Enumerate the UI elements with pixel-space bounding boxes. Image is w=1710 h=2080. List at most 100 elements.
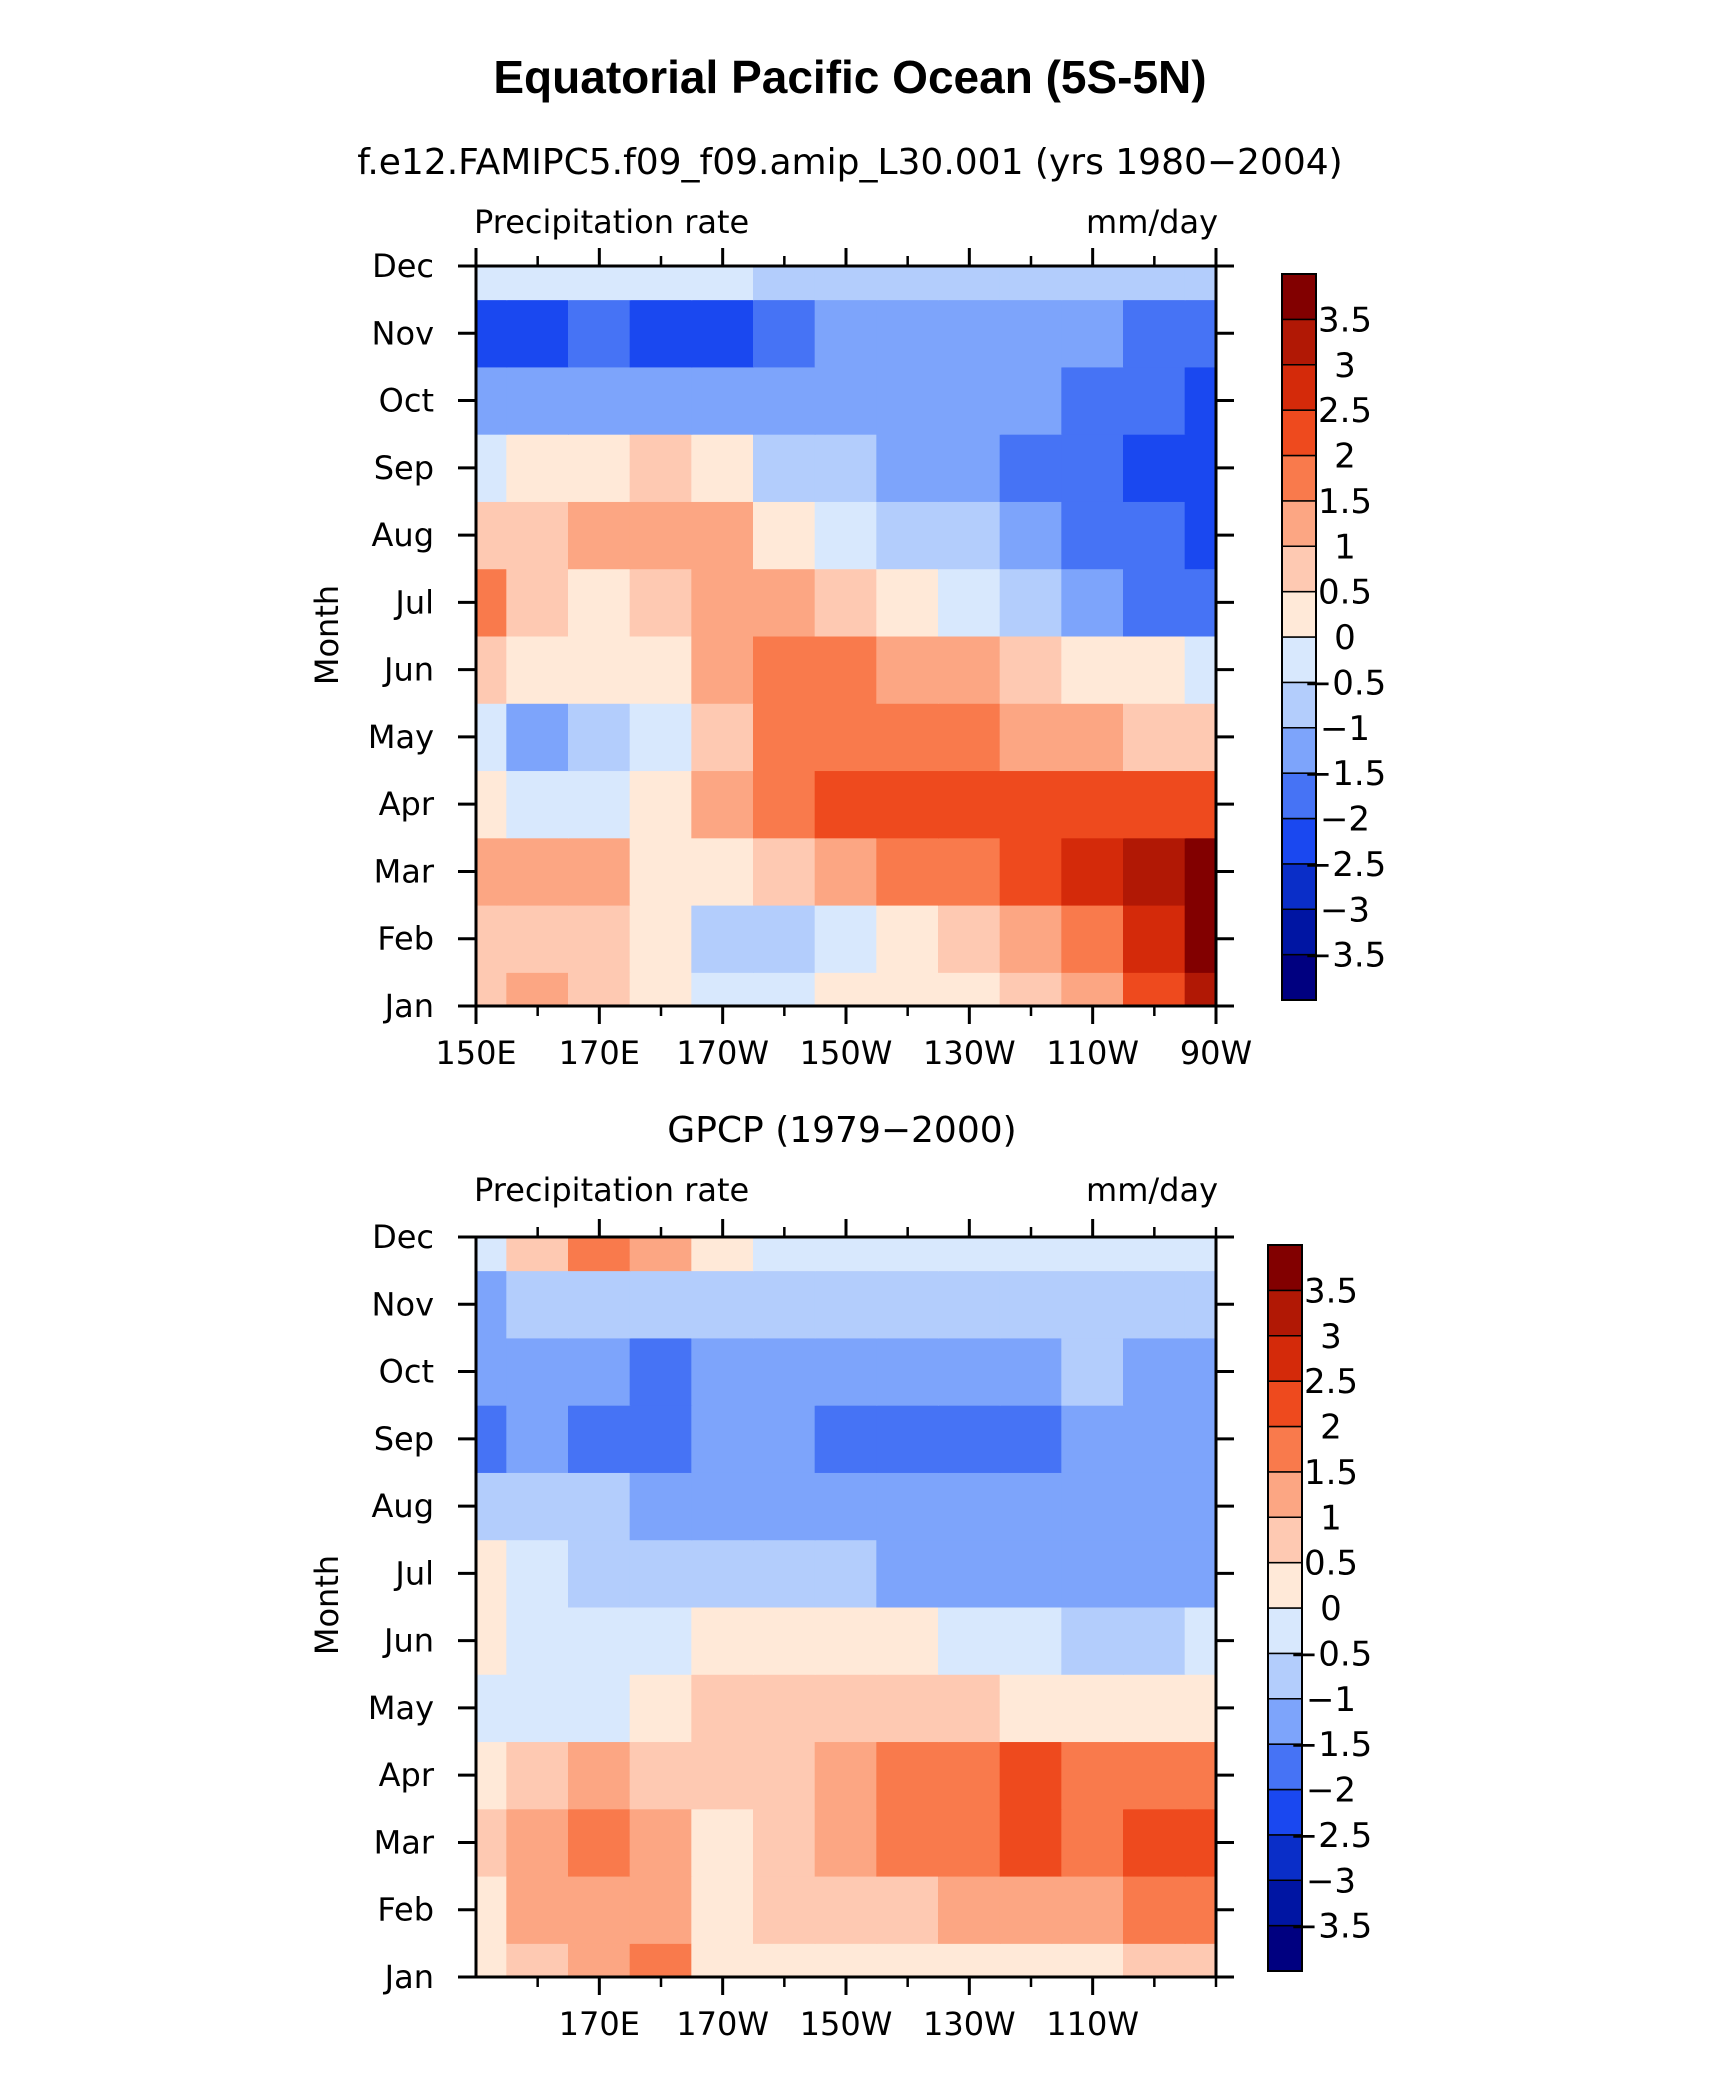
heat-cell-0-0-5 — [753, 971, 816, 1006]
x-tick-label-170w: 170W — [676, 2005, 769, 2043]
x-tick-label-110w: 110W — [1046, 1034, 1139, 1072]
heat-cell-1-1-2 — [568, 1875, 631, 1944]
heat-cell-0-3-3 — [629, 770, 693, 839]
heat-cell-1-11-10 — [1061, 1237, 1124, 1272]
heat-cell-0-1-8 — [938, 904, 1001, 973]
colorbar-label: 2.5 — [1304, 1362, 1358, 1402]
y-tick-label-oct: Oct — [379, 1353, 434, 1391]
heat-cell-1-2-0 — [476, 1808, 508, 1877]
heat-cell-0-5-5 — [753, 635, 816, 704]
heat-cell-0-0-4 — [691, 971, 754, 1006]
heat-cell-0-10-10 — [1061, 299, 1124, 368]
heat-cell-0-11-9 — [999, 266, 1063, 301]
heat-cell-1-9-12 — [1184, 1337, 1216, 1406]
colorbar-swatch-15 — [1267, 1244, 1303, 1292]
heat-cell-0-1-4 — [691, 904, 754, 973]
heat-cell-0-9-2 — [568, 366, 631, 435]
y-tick-label-may: May — [368, 718, 434, 756]
heat-cell-0-9-7 — [876, 366, 939, 435]
heat-cell-0-5-1 — [506, 635, 569, 704]
colorbar-swatch-10 — [1281, 500, 1317, 548]
colorbar-swatch-11 — [1267, 1425, 1303, 1473]
heat-cell-0-7-10 — [1061, 500, 1124, 570]
heat-cell-1-8-12 — [1184, 1404, 1216, 1473]
panel-model-colorbar: 3.5 3 2.5 2 1.5 1 0.5 0 −0.5 −1 −1.5 −2 −2.5 −3 −3.5 — [1281, 273, 1386, 1001]
heat-cell-0-9-8 — [938, 366, 1001, 435]
heat-cell-1-1-12 — [1184, 1875, 1216, 1944]
heat-cell-0-8-11 — [1123, 433, 1186, 502]
heat-cell-0-9-4 — [691, 366, 754, 435]
heat-cell-1-9-5 — [753, 1337, 816, 1406]
heat-cell-1-6-9 — [999, 1539, 1063, 1608]
heat-cell-0-1-7 — [876, 904, 939, 973]
heat-cell-0-5-10 — [1061, 635, 1124, 704]
heat-cell-1-10-8 — [938, 1270, 1001, 1339]
colorbar-swatch-4 — [1267, 1743, 1303, 1791]
heat-cell-0-5-12 — [1184, 635, 1216, 704]
heat-cell-0-3-7 — [876, 770, 939, 839]
heat-cell-1-10-1 — [506, 1270, 569, 1339]
panel-model-subtitle: f.e12.FAMIPC5.f09_f09.amip_L30.001 (yrs … — [357, 142, 1342, 183]
heat-cell-1-9-9 — [999, 1337, 1063, 1406]
heat-cell-0-10-2 — [568, 299, 631, 368]
heat-cell-0-1-10 — [1061, 904, 1124, 973]
heat-cell-0-2-11 — [1123, 837, 1186, 906]
heat-cell-1-10-12 — [1184, 1270, 1216, 1339]
y-tick-label-jul: Jul — [393, 1554, 434, 1592]
panel-model-plot-area: Jan Feb Mar Apr May Jun Jul Aug Sep Oct Nov Dec 150E… — [368, 247, 1252, 1072]
heat-cell-1-11-3 — [629, 1237, 693, 1272]
heat-cell-1-2-10 — [1061, 1808, 1124, 1877]
colorbar-swatch-4 — [1281, 772, 1317, 820]
heat-cell-0-10-11 — [1123, 299, 1186, 368]
heat-cell-1-4-6 — [814, 1673, 878, 1743]
y-tick-label-oct: Oct — [379, 382, 434, 420]
heat-cell-0-11-10 — [1061, 266, 1124, 301]
heat-cell-0-7-4 — [691, 500, 754, 570]
heat-cell-0-10-12 — [1184, 299, 1216, 368]
heat-cell-0-4-10 — [1061, 702, 1124, 772]
heat-cell-1-2-8 — [938, 1808, 1001, 1877]
colorbar-label: 2 — [1320, 1408, 1342, 1448]
heat-cell-0-7-12 — [1184, 500, 1216, 570]
colorbar-label: −1 — [1306, 1680, 1356, 1720]
y-tick-label-jul: Jul — [393, 583, 434, 621]
heat-cell-0-8-1 — [506, 433, 569, 502]
heat-cell-1-10-6 — [814, 1270, 878, 1339]
heat-cell-0-4-12 — [1184, 702, 1216, 772]
heat-cell-0-0-10 — [1061, 971, 1124, 1006]
heat-cell-0-6-0 — [476, 568, 508, 637]
heat-cell-0-9-5 — [753, 366, 816, 435]
colorbar-swatch-9 — [1267, 1516, 1303, 1564]
heat-cell-1-0-7 — [876, 1942, 939, 1977]
heat-cell-1-6-8 — [938, 1539, 1001, 1608]
y-tick-label-mar: Mar — [374, 852, 435, 890]
heat-cell-1-3-8 — [938, 1741, 1001, 1810]
heat-cell-0-3-0 — [476, 770, 508, 839]
heat-cell-1-0-0 — [476, 1942, 508, 1977]
colorbar-label: 1.5 — [1304, 1453, 1358, 1493]
heat-cell-1-11-4 — [691, 1237, 754, 1272]
heat-cell-1-11-6 — [814, 1237, 878, 1272]
heat-cell-1-5-6 — [814, 1606, 878, 1675]
heat-cell-1-1-1 — [506, 1875, 569, 1944]
panel-model: f.e12.FAMIPC5.f09_f09.amip_L30.001 (yrs … — [308, 142, 1386, 1072]
heat-cell-0-0-12 — [1184, 971, 1216, 1006]
heat-cell-0-5-8 — [938, 635, 1001, 704]
heat-cell-0-8-6 — [814, 433, 878, 502]
heat-cell-1-0-5 — [753, 1942, 816, 1977]
panel-observed-plot-area: Jan Feb Mar Apr May Jun Jul Aug Sep Oct Nov Dec 170E… — [368, 1218, 1234, 2043]
heat-cell-1-2-4 — [691, 1808, 754, 1877]
heat-cell-1-2-9 — [999, 1808, 1063, 1877]
panel-observed-subtitle: GPCP (1979−2000) — [667, 1110, 1016, 1151]
colorbar-label: 1 — [1334, 527, 1356, 567]
heat-cell-1-8-8 — [938, 1404, 1001, 1473]
heat-cell-1-7-8 — [938, 1471, 1001, 1541]
heat-cell-0-10-1 — [506, 299, 569, 368]
heat-cell-1-10-10 — [1061, 1270, 1124, 1339]
heat-cell-0-11-5 — [753, 266, 816, 301]
heat-cell-1-1-6 — [814, 1875, 878, 1944]
heat-cell-0-0-11 — [1123, 971, 1186, 1006]
heat-cell-0-11-6 — [814, 266, 878, 301]
heat-cell-0-4-6 — [814, 702, 878, 772]
heat-cell-0-9-10 — [1061, 366, 1124, 435]
